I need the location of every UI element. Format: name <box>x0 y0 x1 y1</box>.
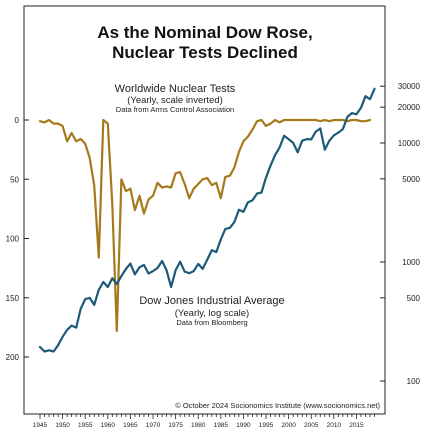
left-axis-tick-label: 200 <box>6 353 20 362</box>
x-axis-tick-label: 1970 <box>146 422 161 429</box>
nuclear-annotation-subtitle: (Yearly, scale inverted) <box>127 95 223 106</box>
right-axis-tick-label: 1000 <box>402 258 420 267</box>
chart-title-line-1: As the Nominal Dow Rose, <box>97 23 312 42</box>
chart-title-line-2: Nuclear Tests Declined <box>112 43 298 62</box>
x-axis-tick-label: 1950 <box>55 422 70 429</box>
nuclear-annotation-title: Worldwide Nuclear Tests <box>115 83 236 95</box>
x-axis-tick-label: 2005 <box>304 422 319 429</box>
x-axis-tick-label: 2000 <box>281 422 296 429</box>
left-axis-tick-label: 150 <box>6 294 20 303</box>
x-axis-tick-label: 2010 <box>327 422 342 429</box>
x-axis-tick-label: 1995 <box>259 422 274 429</box>
right-axis-tick-label: 30000 <box>398 82 421 91</box>
right-axis-tick-label: 500 <box>407 294 421 303</box>
x-axis-tick-label: 1985 <box>214 422 229 429</box>
x-axis-tick-label: 1990 <box>236 422 251 429</box>
left-axis-tick-label: 50 <box>10 175 19 184</box>
x-axis-tick-label: 2015 <box>349 422 364 429</box>
series-line-dow_jones <box>38 87 376 353</box>
plot-frame <box>23 5 386 415</box>
x-axis-tick-label: 1975 <box>168 422 183 429</box>
x-axis-tick-label: 1980 <box>191 422 206 429</box>
x-axis-tick-label: 1955 <box>78 422 93 429</box>
x-axis-tick-label: 1965 <box>123 422 138 429</box>
right-axis-tick-label: 5000 <box>402 175 420 184</box>
right-axis-tick-label: 10000 <box>398 139 421 148</box>
series-line-nuclear_tests <box>38 118 372 332</box>
nuclear-annotation-source: Data from Arms Control Association <box>116 105 234 114</box>
x-axis-tick-label: 1945 <box>33 422 48 429</box>
dow-annotation-title: Dow Jones Industrial Average <box>139 295 284 307</box>
right-axis-tick-label: 20000 <box>398 103 421 112</box>
right-axis-tick-label: 100 <box>407 377 421 386</box>
left-axis-tick-label: 100 <box>6 235 20 244</box>
left-axis-tick-label: 0 <box>15 116 20 125</box>
dow-annotation-source: Data from Bloomberg <box>176 318 247 327</box>
x-axis-tick-label: 1960 <box>101 422 116 429</box>
dow-annotation-subtitle: (Yearly, log scale) <box>175 308 249 319</box>
copyright-note: © October 2024 Socionomics Institute (ww… <box>175 401 380 410</box>
